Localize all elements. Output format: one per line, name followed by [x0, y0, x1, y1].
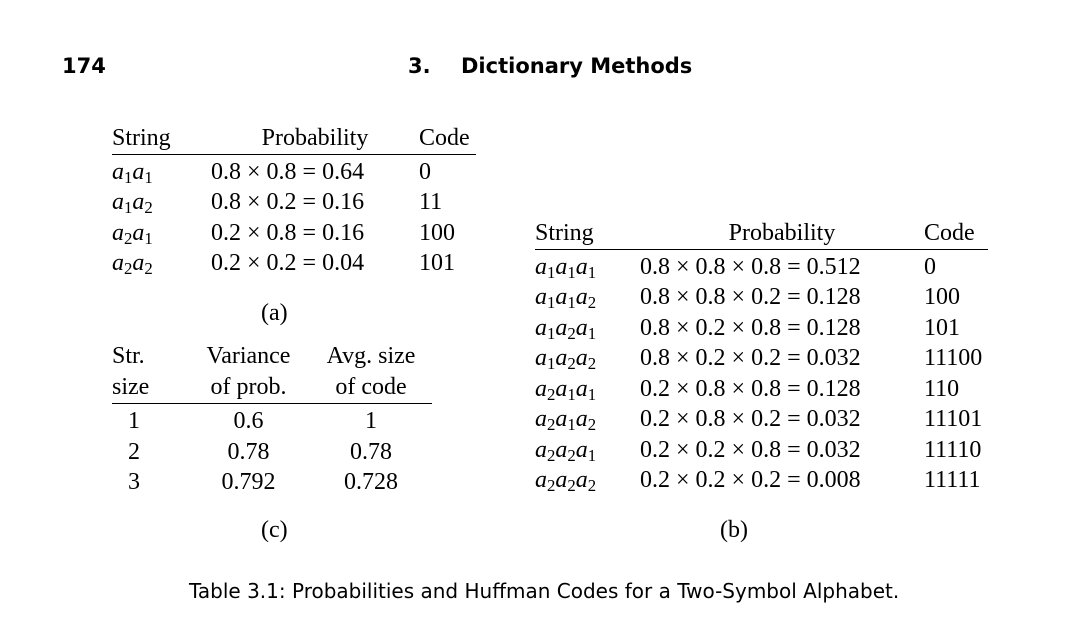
table-c-header-variance: Variance of prob. [187, 341, 310, 404]
table-a-string-cell: a1a1 [112, 158, 153, 187]
table-a-header-probability: Probability [211, 123, 419, 155]
table-a-header-string: String [112, 123, 211, 155]
table-b-code-cell: 101 [924, 314, 960, 341]
table-b-probability-cell: 0.2 × 0.2 × 0.8 = 0.032 [640, 436, 861, 463]
table-b-string-cell: a1a2a1 [535, 314, 597, 343]
table-c-variance-cell: 0.6 [233, 408, 264, 435]
table-c-variance-cell: 0.792 [221, 469, 276, 496]
table-row: a2a1 0.2 × 0.8 = 0.16 100 [112, 218, 476, 249]
table-a-header-row: String Probability Code [112, 123, 476, 155]
table-c: Str. size Variance of prob. Avg. size of co… [112, 341, 432, 498]
table-c-avg-cell: 0.78 [350, 438, 392, 465]
table-c-header-avg-size: Avg. size of code [310, 341, 432, 404]
table-row: 1 0.6 1 [112, 404, 432, 437]
table-row: a1a1 0.8 × 0.8 = 0.64 0 [112, 154, 476, 187]
table-c-size-cell: 1 [128, 408, 140, 435]
table-b-code-cell: 110 [924, 375, 960, 402]
chapter-number: 3. [408, 54, 431, 78]
table-a-probability-cell: 0.8 × 0.2 = 0.16 [211, 189, 365, 216]
table-row: 2 0.78 0.78 [112, 437, 432, 468]
table-b-string-cell: a2a1a2 [535, 406, 597, 435]
table-a-code-cell: 101 [419, 250, 455, 277]
table-b-header-probability: Probability [640, 218, 924, 250]
table-row: a1a1a2 0.8 × 0.8 × 0.2 = 0.128 100 [535, 282, 988, 313]
table-c-label: (c) [261, 517, 288, 543]
table-b-code-cell: 11100 [924, 345, 983, 372]
table-row: a2a1a1 0.2 × 0.8 × 0.8 = 0.128 110 [535, 374, 988, 405]
table-b-string-cell: a2a2a1 [535, 436, 597, 465]
table-b-string-cell: a2a1a1 [535, 375, 597, 404]
table-a-code-cell: 100 [419, 219, 455, 246]
table-b-code-cell: 0 [924, 253, 936, 280]
table-b-string-cell: a1a2a2 [535, 345, 597, 374]
table-b-label: (b) [720, 517, 748, 543]
table-b-string-cell: a2a2a2 [535, 467, 597, 496]
table-a-string-cell: a2a1 [112, 219, 153, 248]
table-a: String Probability Code a1a1 0.8 × 0.8 =… [112, 123, 476, 279]
table-c-size-cell: 3 [128, 469, 140, 496]
table-b-probability-cell: 0.2 × 0.8 × 0.2 = 0.032 [640, 406, 861, 433]
table-row: a2a1a2 0.2 × 0.8 × 0.2 = 0.032 11101 [535, 404, 988, 435]
table-c-header-str-size: Str. size [112, 341, 187, 404]
table-b-string-cell: a1a1a1 [535, 253, 597, 282]
table-a-probability-cell: 0.2 × 0.8 = 0.16 [211, 219, 365, 246]
table-b-header-string: String [535, 218, 640, 250]
page-number: 174 [62, 54, 106, 78]
table-a-code-cell: 11 [419, 189, 443, 216]
table-b-probability-cell: 0.8 × 0.8 × 0.8 = 0.512 [640, 253, 861, 280]
table-b-probability-cell: 0.2 × 0.2 × 0.2 = 0.008 [640, 467, 861, 494]
table-c-header-row: Str. size Variance of prob. Avg. size of co… [112, 341, 432, 404]
chapter-title: Dictionary Methods [461, 54, 693, 78]
table-row: a1a1a1 0.8 × 0.8 × 0.8 = 0.512 0 [535, 249, 988, 282]
table-row: a1a2 0.8 × 0.2 = 0.16 11 [112, 187, 476, 218]
table-b-probability-cell: 0.8 × 0.8 × 0.2 = 0.128 [640, 284, 861, 311]
table-c-size-cell: 2 [128, 438, 140, 465]
table-a-header-code: Code [419, 123, 476, 155]
table-b-header-code: Code [924, 218, 988, 250]
table-b-header-row: String Probability Code [535, 218, 988, 250]
table-row: a1a2a1 0.8 × 0.2 × 0.8 = 0.128 101 [535, 313, 988, 344]
table-b-code-cell: 11111 [924, 467, 981, 494]
table-a-probability-cell: 0.8 × 0.8 = 0.64 [211, 158, 365, 185]
table-caption: Table 3.1: Probabilities and Huffman Cod… [189, 579, 900, 603]
table-row: 3 0.792 0.728 [112, 467, 432, 498]
table-a-string-cell: a1a2 [112, 189, 153, 218]
table-a-probability-cell: 0.2 × 0.2 = 0.04 [211, 250, 365, 277]
table-b: String Probability Code a1a1a1 0.8 × 0.8… [535, 218, 988, 496]
table-a-label: (a) [261, 300, 288, 326]
table-c-variance-cell: 0.78 [227, 438, 270, 465]
table-c-avg-cell: 1 [365, 408, 377, 435]
table-b-string-cell: a1a1a2 [535, 284, 597, 313]
table-b-probability-cell: 0.2 × 0.8 × 0.8 = 0.128 [640, 375, 861, 402]
table-row: a2a2a1 0.2 × 0.2 × 0.8 = 0.032 11110 [535, 435, 988, 466]
table-b-code-cell: 100 [924, 284, 960, 311]
table-b-probability-cell: 0.8 × 0.2 × 0.2 = 0.032 [640, 345, 861, 372]
table-b-code-cell: 11110 [924, 436, 982, 463]
table-a-code-cell: 0 [419, 158, 431, 185]
table-b-probability-cell: 0.8 × 0.2 × 0.8 = 0.128 [640, 314, 861, 341]
table-row: a1a2a2 0.8 × 0.2 × 0.2 = 0.032 11100 [535, 343, 988, 374]
table-c-avg-cell: 0.728 [344, 469, 398, 496]
table-b-code-cell: 11101 [924, 406, 983, 433]
table-a-string-cell: a2a2 [112, 250, 153, 279]
table-row: a2a2a2 0.2 × 0.2 × 0.2 = 0.008 11111 [535, 465, 988, 496]
table-row: a2a2 0.2 × 0.2 = 0.04 101 [112, 248, 476, 279]
